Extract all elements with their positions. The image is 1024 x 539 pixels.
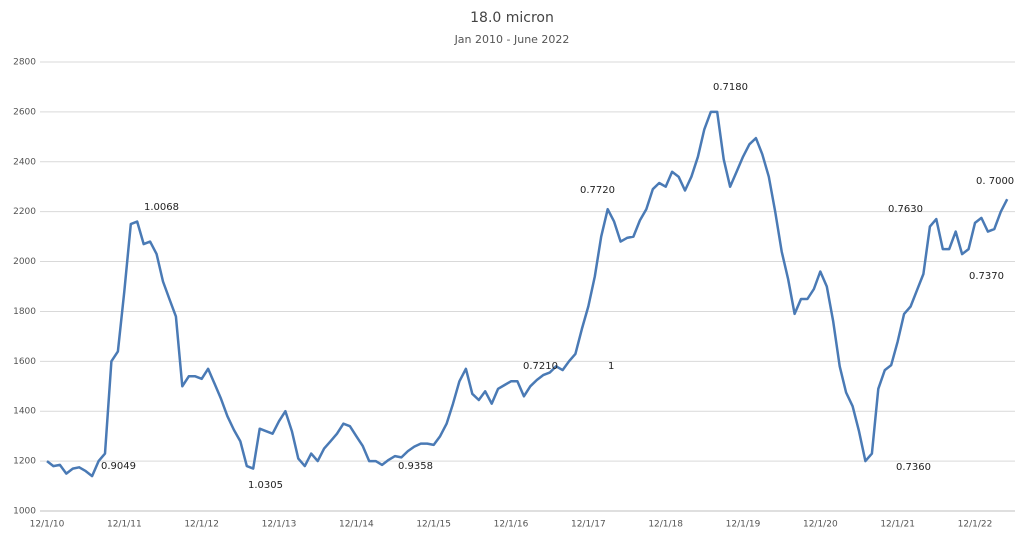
annotation: 0.7180 [713,82,748,93]
x-tick-label: 12/1/19 [726,520,761,530]
chart-subtitle: Jan 2010 - June 2022 [454,33,570,46]
x-tick-label: 12/1/14 [339,520,374,530]
annotation: 0.7720 [580,185,615,196]
y-tick-label: 1600 [13,357,36,367]
x-tick-label: 12/1/15 [416,520,451,530]
annotation: 1.0068 [144,202,179,213]
x-tick-label: 12/1/22 [958,520,993,530]
y-tick-label: 2800 [13,58,36,68]
x-tick-label: 12/1/10 [30,520,65,530]
x-tick-label: 12/1/11 [107,520,142,530]
data-line [46,110,1009,478]
x-tick-label: 12/1/18 [648,520,683,530]
x-tick-label: 12/1/20 [803,520,838,530]
y-tick-label: 2000 [13,257,36,267]
annotation: 0.7370 [969,271,1004,282]
annotation: 0.7630 [888,204,923,215]
y-tick-label: 2200 [13,207,36,217]
annotation: 1 [608,361,614,372]
chart-title: 18.0 micron [470,10,554,26]
annotation: 1.0305 [248,480,283,491]
y-tick-label: 1400 [13,407,36,417]
y-tick-label: 2600 [13,107,36,117]
y-tick-label: 1000 [13,507,36,517]
y-tick-label: 1800 [13,307,36,317]
annotation: 0. 7000 [976,176,1014,187]
x-tick-label: 12/1/16 [494,520,529,530]
x-tick-label: 12/1/17 [571,520,606,530]
annotation: 0.7210 [523,361,558,372]
annotation: 0.9358 [398,461,433,472]
annotation: 0.7360 [896,462,931,473]
annotation: 0.9049 [101,461,136,472]
y-tick-label: 1200 [13,457,36,467]
x-tick-label: 12/1/12 [184,520,219,530]
x-tick-label: 12/1/13 [262,520,297,530]
y-tick-label: 2400 [13,157,36,167]
x-tick-label: 12/1/21 [880,520,915,530]
